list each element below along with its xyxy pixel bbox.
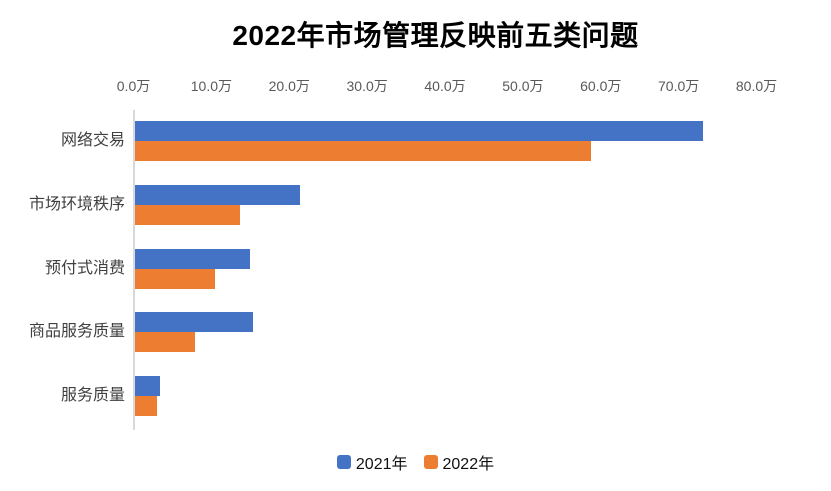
legend-swatch-icon	[423, 455, 438, 469]
legend-label: 2022年	[442, 456, 495, 473]
legend: 2021年 2022年	[0, 450, 831, 474]
value-axis-tick-label: 10.0万	[190, 78, 232, 94]
value-axis-tick-label: 30.0万	[346, 78, 388, 94]
value-axis-tick-label: 0.0万	[116, 78, 151, 94]
value-axis-tick-label: 50.0万	[502, 78, 544, 94]
bar-2021年-网络交易	[135, 121, 704, 141]
chart-title: 2022年市场管理反映前五类问题	[232, 20, 639, 51]
value-axis-tick-label: 60.0万	[580, 78, 622, 94]
legend-item: 2022年	[423, 450, 495, 474]
bar-2021年-预付式消费	[135, 248, 251, 269]
value-axis-tick-label: 40.0万	[424, 78, 466, 94]
legend-item: 2021年	[336, 450, 408, 474]
category-label: 市场环境秩序	[28, 195, 125, 213]
legend-swatch-icon	[336, 455, 351, 469]
category-axis-line	[133, 110, 135, 430]
category-label: 网络交易	[60, 132, 125, 149]
bar-2022年-市场环境秩序	[135, 204, 241, 225]
bar-2022年-网络交易	[135, 141, 591, 161]
bar-2021年-商品服务质量	[135, 312, 253, 333]
bar-2022年-预付式消费	[135, 268, 216, 289]
bar-2022年-服务质量	[135, 396, 157, 417]
value-axis-tick-label: 80.0万	[735, 78, 778, 94]
category-label: 商品服务质量	[28, 323, 125, 341]
value-axis-tick-label: 20.0万	[268, 78, 310, 94]
bar-2021年-市场环境秩序	[135, 184, 301, 205]
value-axis-tick-label: 70.0万	[658, 78, 700, 94]
legend-label: 2021年	[355, 456, 408, 473]
category-label: 预付式消费	[44, 259, 125, 277]
bar-2022年-商品服务质量	[135, 332, 195, 353]
category-label: 服务质量	[60, 387, 125, 405]
bar-2021年-服务质量	[135, 376, 160, 397]
